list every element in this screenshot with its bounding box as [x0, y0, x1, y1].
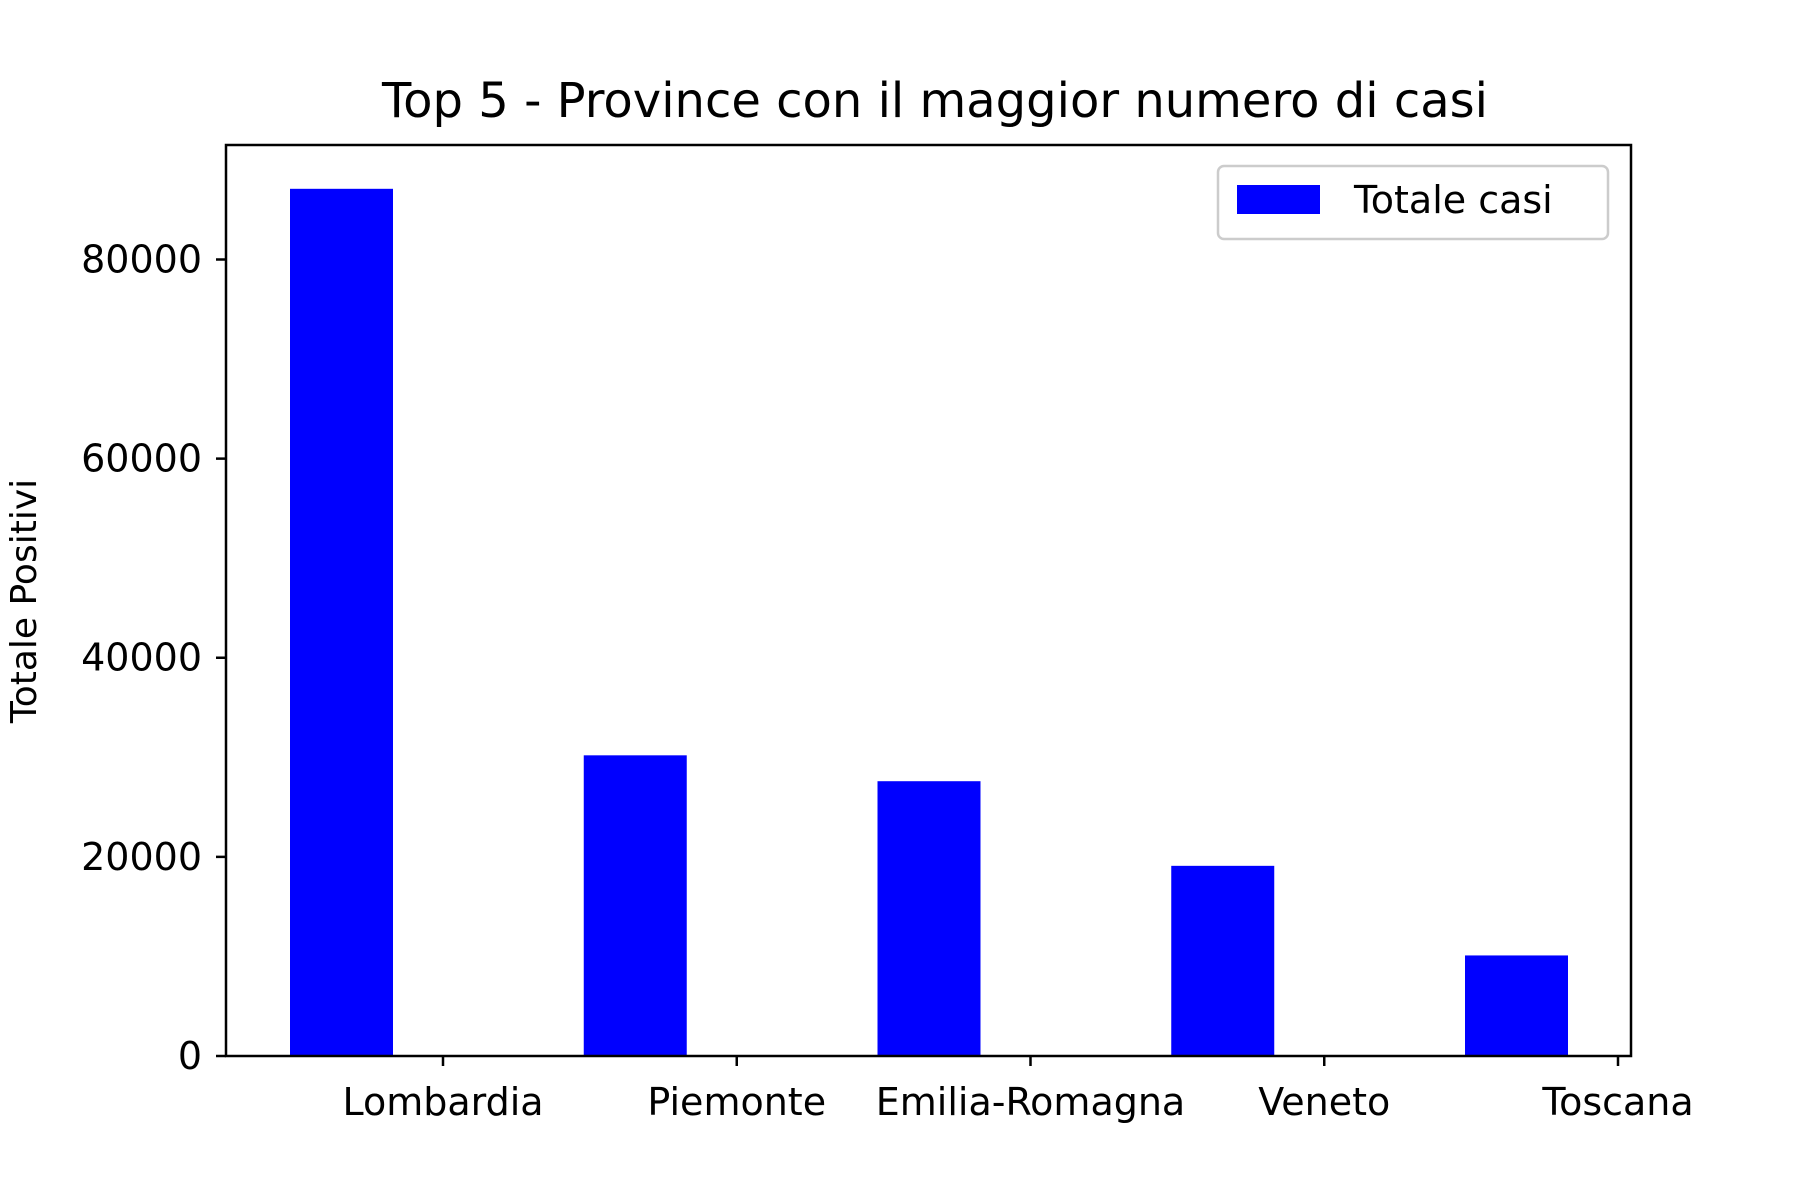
- x-tick-label: Emilia-Romagna: [876, 1080, 1185, 1124]
- bar-toscana: [1465, 955, 1568, 1056]
- y-axis-label: Totale Positivi: [4, 479, 45, 724]
- y-tick-label: 0: [178, 1034, 202, 1078]
- bar-emilia-romagna: [877, 781, 981, 1056]
- bars-group: [290, 188, 1568, 1057]
- x-tick-label: Toscana: [1541, 1080, 1693, 1124]
- bar-lombardia: [290, 188, 393, 1057]
- plot-frame: [224, 143, 1633, 1058]
- y-tick-label: 80000: [81, 237, 202, 281]
- chart-title: Top 5 - Province con il maggior numero d…: [381, 73, 1488, 129]
- y-axis: 0 20000 40000 60000 80000: [81, 237, 226, 1078]
- legend-swatch: [1237, 185, 1320, 214]
- x-tick-label: Piemonte: [647, 1080, 826, 1124]
- y-tick-label: 20000: [81, 835, 202, 879]
- legend: Totale casi: [1216, 164, 1610, 241]
- y-tick-label: 40000: [81, 636, 202, 680]
- bar-veneto: [1171, 865, 1275, 1056]
- x-axis: Lombardia Piemonte Emilia-Romagna Veneto Tos…: [342, 1056, 1694, 1124]
- legend-label: Totale casi: [1353, 178, 1553, 222]
- bar-piemonte: [583, 755, 687, 1056]
- x-tick-label: Lombardia: [342, 1080, 543, 1124]
- y-tick-label: 60000: [81, 437, 202, 481]
- x-tick-label: Veneto: [1258, 1080, 1390, 1124]
- legend-frame: [1216, 164, 1610, 241]
